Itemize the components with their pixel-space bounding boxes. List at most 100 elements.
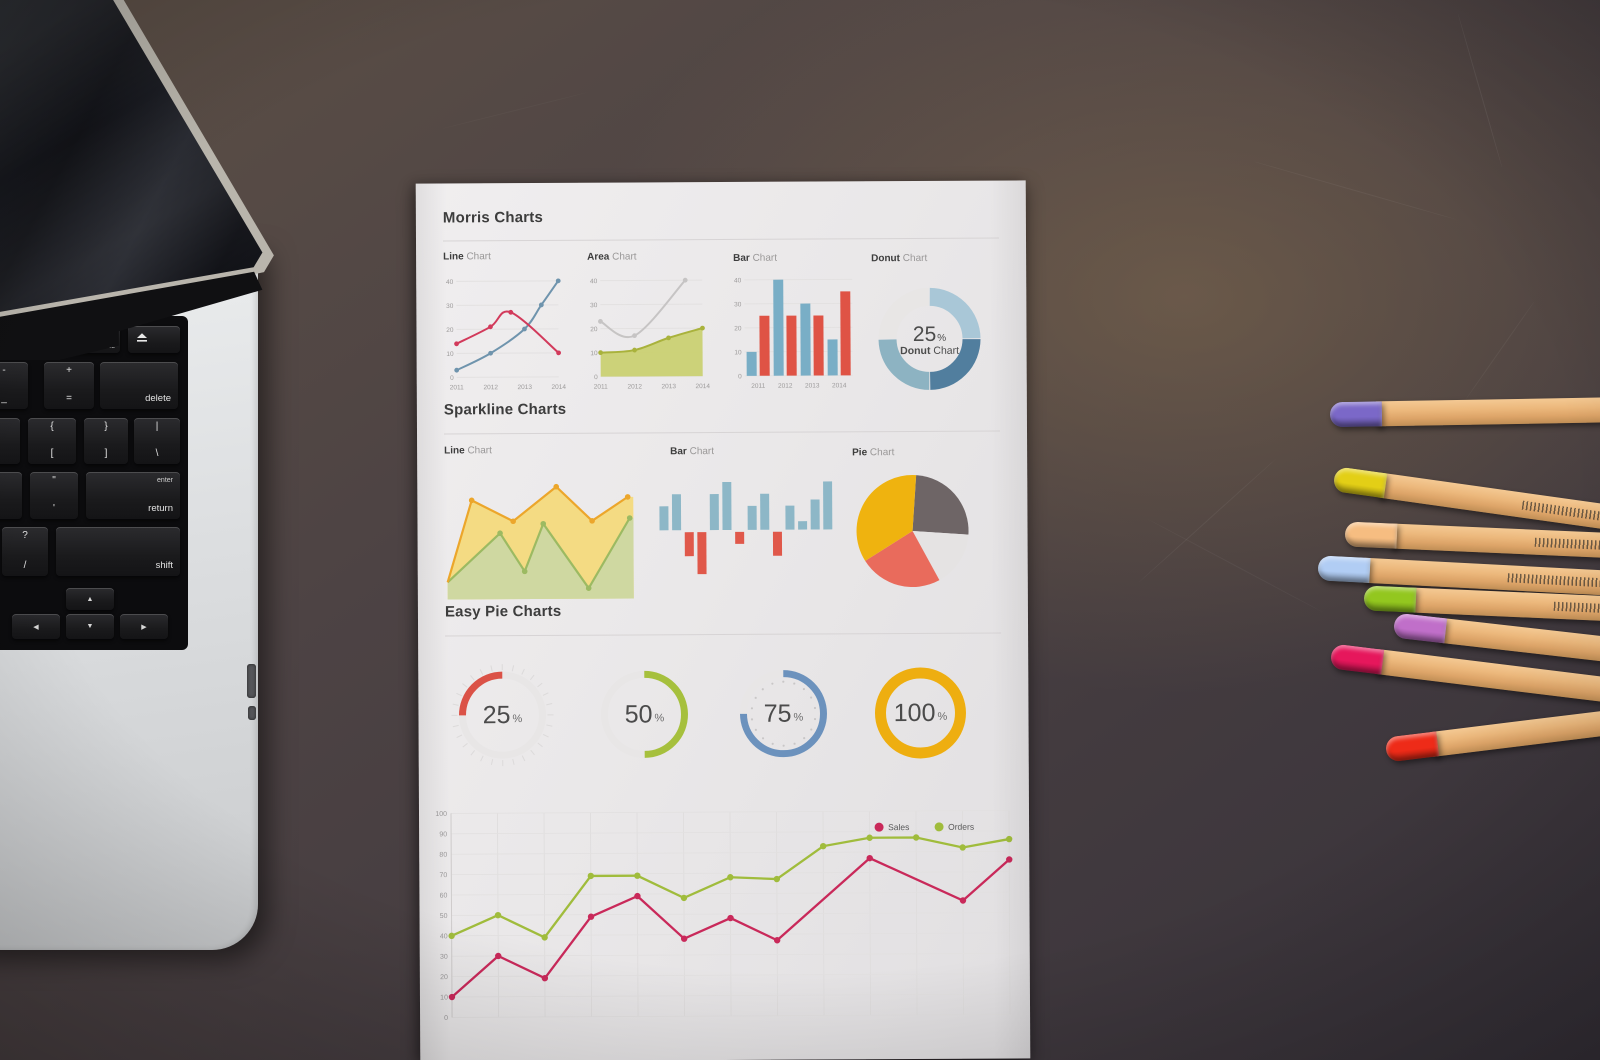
key-eject [128,326,180,353]
pencil-cap [1392,612,1448,644]
key-quote: " ' [30,472,78,519]
key-arrow-right: ▶ [120,614,168,639]
pencil-cap [1317,555,1371,584]
section-rule [443,237,1000,242]
gauge-ring [874,667,966,759]
key-arrow-down: ▼ [66,614,114,639]
svg-text:30: 30 [446,303,454,310]
chart-label-rest: Chart [749,252,778,264]
svg-text:40: 40 [590,278,598,285]
chart-label-line: Line Chart [443,251,491,262]
key-partial [0,418,20,464]
section-rule [445,632,1002,637]
svg-text:2012: 2012 [628,383,643,390]
section-title-morris: Morris Charts [442,208,544,227]
easy-pie-gauge-100: 100% [866,659,975,768]
gauge-value: 25% [482,700,523,729]
svg-text:0: 0 [738,373,742,380]
chart-label-rest: Chart [867,447,895,459]
svg-text:10: 10 [440,995,448,1002]
sparkline-pie-chart [856,475,969,587]
gauge-ring [600,670,688,758]
svg-text:70: 70 [440,872,448,879]
svg-text:40: 40 [734,277,742,284]
laptop-screen-glare [0,0,263,312]
svg-text:90: 90 [439,831,447,838]
key-delete: delete [100,362,178,409]
svg-text:2014: 2014 [552,384,567,391]
gauge-ring [451,664,554,767]
chart-label-bar: Bar Chart [733,253,777,264]
svg-text:2012: 2012 [484,384,499,391]
eject-icon [137,333,147,342]
svg-text:40: 40 [440,933,448,940]
section-rule [444,430,1001,435]
svg-text:0: 0 [450,375,454,382]
pencil-cap [1329,643,1385,675]
svg-text:30: 30 [590,302,598,309]
legend-dot-sales [874,822,884,832]
key-bracket-left: {[ [28,418,76,464]
pencil-cap [1329,401,1383,428]
svg-text:0: 0 [444,1015,448,1022]
sparkline-bar-chart [659,481,833,575]
sparkline-area-chart [446,483,634,600]
chart-label-rest: Chart [463,251,491,263]
svg-text:2013: 2013 [518,384,533,391]
legend-label-sales: Sales [888,822,909,832]
morris-area-chart: 0 10 20 30 40 2011 2012 2013 2014 [590,277,711,391]
svg-text:2011: 2011 [594,384,608,391]
svg-text:10: 10 [590,350,598,357]
chart-label-rest: Chart [899,252,928,265]
svg-text:2011: 2011 [450,384,464,391]
key-arrow-left: ◀ [12,614,60,639]
svg-text:2013: 2013 [805,382,820,389]
chart-label-area: Area Chart [587,251,637,262]
svg-text:25%: 25% [913,323,946,346]
pencil-purple: SOFT PASTEL [1329,394,1600,428]
svg-text:40: 40 [446,279,454,286]
key-equals: + = [44,362,94,409]
chart-label-bold: Pie [852,447,868,459]
chart-label-bold: Bar [733,252,750,264]
easy-pie-gauges: 25% 50% 75% 100% [442,659,1005,774]
sales-orders-line-chart: 0 10 20 30 40 50 60 70 80 90 100 Sales Orders [435,810,1013,1022]
legend-label-orders: Orders [948,822,974,832]
gauge-ring [739,670,827,758]
gauge-value: 50% [624,699,665,729]
key-shift: shift [56,527,180,576]
svg-text:20: 20 [440,974,448,981]
chart-label-bold: Line [444,445,465,457]
chart-label-rest: Chart [609,251,637,263]
svg-text:2014: 2014 [696,383,711,390]
chart-label-spark-bar: Bar Chart [670,446,714,457]
svg-text:30: 30 [440,954,448,961]
key-arrow-up: ▲ [66,588,114,610]
chart-label-bold: Area [587,251,610,263]
laptop-sd-slot [247,664,256,698]
svg-text:Donut Chart: Donut Chart [900,345,959,357]
easy-pie-gauge-75: 75% [729,659,838,768]
section-title-easy-pie: Easy Pie Charts [444,602,562,621]
svg-text:60: 60 [440,893,448,900]
gauge-value: 100% [893,698,948,727]
easy-pie-gauge-25: 25% [448,661,557,770]
chart-label-spark-pie: Pie Chart [852,447,894,458]
svg-text:0: 0 [594,374,598,381]
svg-text:2013: 2013 [662,383,677,390]
svg-text:2012: 2012 [778,383,793,390]
laptop-port [248,706,256,720]
desk-scratch [442,92,588,129]
desk-scratch [1457,13,1503,168]
morris-donut-chart: 25%Donut Chart [878,287,981,390]
chart-label-spark-line: Line Chart [444,445,492,456]
chart-label-donut: Donut Chart [871,253,927,264]
chart-label-rest: Chart [686,446,715,458]
chart-label-rest: Chart [464,445,492,457]
gauge-value: 75% [763,699,804,728]
pencil-body [1375,649,1600,726]
pencil-body [1375,394,1600,427]
report-paper: Morris Charts Line Chart Area Chart Bar … [415,180,1031,1060]
chart-label-bold: Line [443,251,464,263]
